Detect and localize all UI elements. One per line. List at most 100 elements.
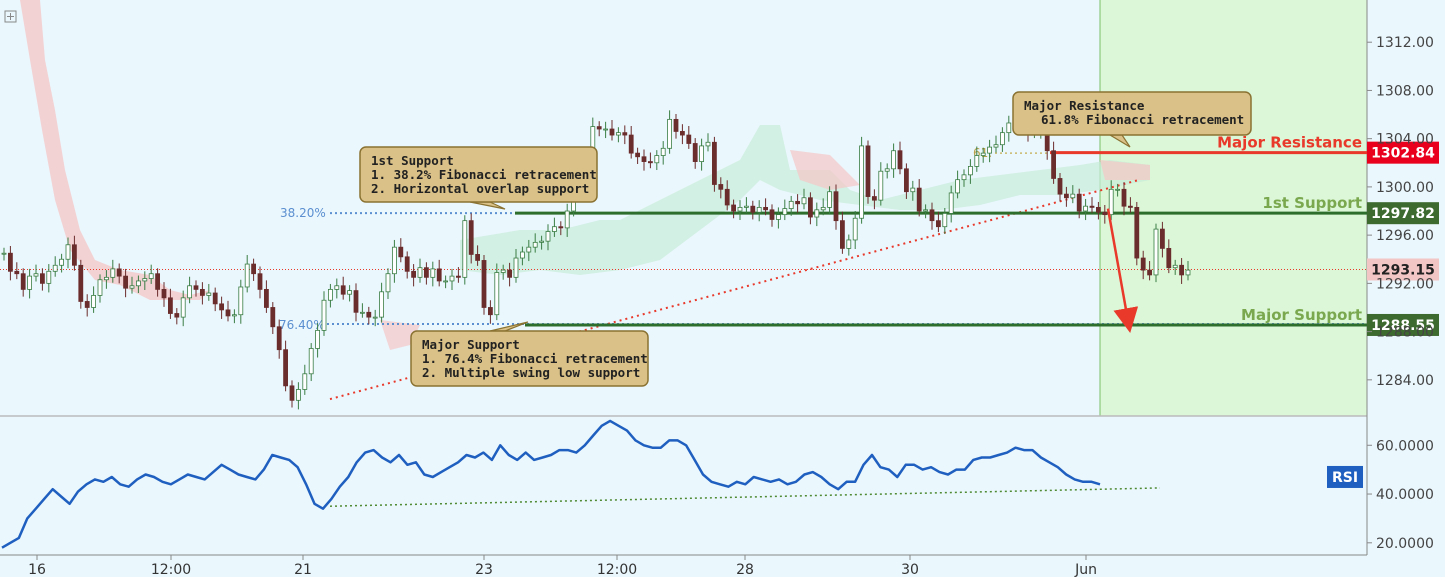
candle-body	[648, 161, 653, 164]
rsi-label: RSI	[1332, 470, 1358, 486]
candle-body	[97, 279, 103, 296]
candle-body	[936, 220, 941, 228]
candle-body	[910, 187, 916, 193]
candle-body	[763, 206, 768, 211]
candle-body	[840, 220, 845, 249]
candle-body	[481, 260, 487, 308]
candle-body	[884, 168, 890, 172]
candle-body	[91, 295, 96, 308]
candle-body	[366, 311, 372, 318]
callout-title: Major Support	[422, 337, 520, 352]
candle-body	[59, 258, 64, 266]
rsi-trendline	[329, 487, 1161, 507]
candle-body	[475, 254, 481, 261]
forecast-zone	[1100, 0, 1367, 416]
candle-body	[468, 220, 474, 255]
time-tick-label: 23	[475, 562, 493, 577]
candle-body	[1121, 188, 1127, 207]
candle-body	[391, 246, 397, 275]
candle-body	[603, 128, 608, 131]
candle-body	[1006, 122, 1012, 134]
time-tick-label: 28	[736, 562, 754, 577]
panel-toggle-icon[interactable]	[4, 10, 17, 23]
candle-body	[814, 209, 820, 218]
candle-body	[1089, 205, 1095, 208]
candle-body	[436, 268, 442, 282]
candle-body	[212, 292, 218, 305]
candle-body	[667, 118, 672, 149]
callout-line: 1. 38.2% Fibonacci retracement	[371, 167, 597, 182]
callout-line: 2. Horizontal overlap support	[371, 181, 589, 196]
candle-body	[1064, 193, 1069, 199]
candle-body	[680, 131, 685, 136]
candle-body	[552, 226, 557, 232]
forecast-arrow	[1106, 208, 1139, 334]
candle-body	[1102, 211, 1108, 216]
price-tick-label: 1312.00	[1376, 35, 1434, 51]
candle-body	[980, 152, 986, 156]
candle-body	[1140, 257, 1146, 271]
candle-body	[1070, 193, 1076, 199]
candle-body	[705, 141, 711, 147]
price-tick-label: 1296.00	[1376, 228, 1434, 244]
candle-body	[904, 168, 909, 193]
candle-body	[1134, 206, 1140, 259]
candle-body	[244, 263, 250, 288]
candle-body	[1160, 228, 1165, 249]
rsi-line	[1, 419, 1101, 549]
candle-body	[27, 275, 33, 290]
candle-body	[782, 208, 788, 216]
candle-body	[718, 184, 724, 190]
candle-body	[801, 197, 807, 205]
candle-body	[609, 128, 615, 136]
candle-body	[14, 270, 20, 275]
level-price-label-2: 1288.55	[1371, 318, 1435, 334]
candle-body	[72, 244, 77, 266]
candle-body	[1096, 206, 1101, 213]
candle-body	[961, 174, 967, 181]
candle-body	[724, 188, 730, 206]
candle-body	[199, 288, 205, 296]
level-name-0: Major Resistance	[1217, 134, 1362, 152]
candle-body	[193, 285, 199, 290]
candle-body	[327, 288, 333, 301]
candle-body	[411, 270, 417, 278]
candle-body	[673, 118, 679, 132]
candle-body	[167, 297, 173, 314]
candle-body	[916, 187, 922, 212]
time-tick-label: 30	[901, 562, 919, 577]
candle-body	[155, 273, 161, 290]
level-name-2: Major Support	[1241, 306, 1362, 324]
candle-body	[20, 273, 26, 290]
price-tick-label: 1292.00	[1376, 276, 1434, 292]
candle-body	[231, 314, 237, 317]
time-tick-label: Jun	[1074, 562, 1097, 577]
candle-body	[635, 152, 640, 158]
candle-body	[641, 156, 647, 162]
candle-body	[308, 348, 314, 375]
level-price-label-0: 1302.84	[1371, 146, 1435, 162]
candle-body	[321, 299, 327, 331]
candle-body	[833, 191, 839, 222]
candle-body	[622, 132, 628, 136]
candle-body	[7, 252, 13, 272]
candle-body	[110, 268, 116, 278]
candle-body	[712, 141, 717, 185]
time-tick-label: 21	[294, 562, 312, 577]
fib-76-label: 76.40%	[279, 318, 325, 332]
candle-body	[302, 373, 308, 390]
current-price-label: 1293.15	[1371, 262, 1435, 278]
candle-body	[1172, 264, 1178, 269]
candle-body	[1, 252, 7, 255]
candle-body	[852, 217, 858, 241]
level-price-badge-1	[1367, 202, 1439, 225]
candle-body	[616, 132, 621, 136]
candle-body	[987, 146, 992, 154]
candle-body	[276, 326, 282, 351]
candle-body	[859, 145, 864, 219]
time-tick-label: 16	[28, 562, 46, 577]
candle-body	[129, 285, 135, 289]
candle-body	[219, 303, 225, 311]
